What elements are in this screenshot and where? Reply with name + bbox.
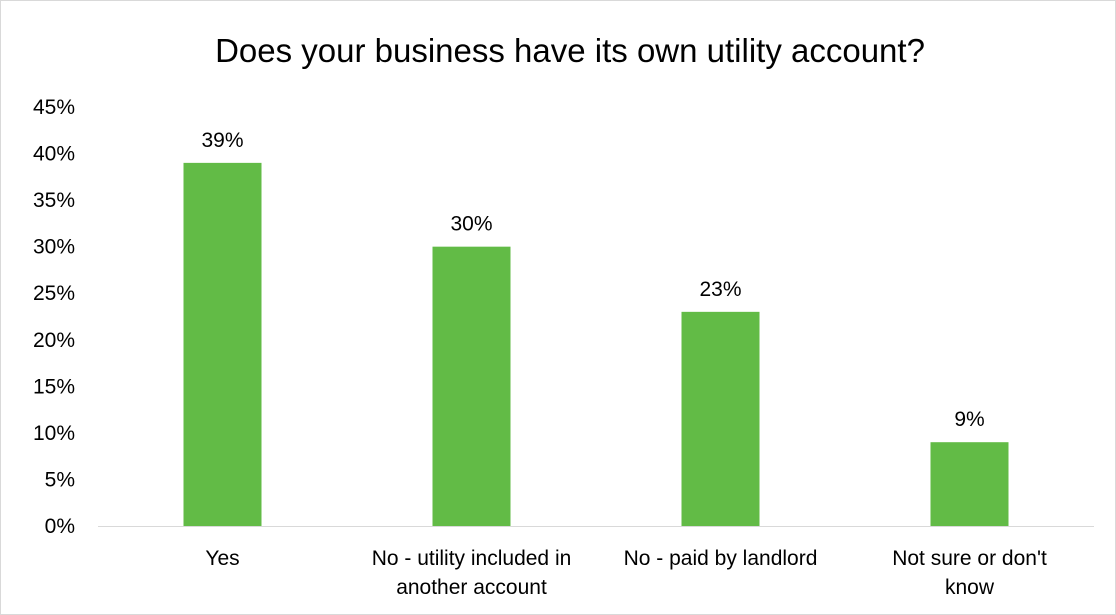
x-tick-label: No - paid by landlord [624, 547, 818, 570]
bar [681, 311, 760, 526]
y-tick-label: 15% [33, 375, 75, 398]
y-tick-label: 30% [33, 236, 75, 259]
x-tick-label: No - utility included in another account [372, 547, 572, 599]
bar [432, 246, 511, 526]
x-tick-label: Not sure or don't know [892, 547, 1047, 599]
y-axis: 0% 5% 10% 15% 20% 25% 30% 35% 40% 45% [33, 96, 75, 538]
data-label: 23% [699, 278, 741, 301]
data-label: 30% [450, 213, 492, 236]
bar [930, 442, 1009, 526]
y-tick-label: 25% [33, 282, 75, 305]
chart-title: Does your business have its own utility … [215, 32, 925, 69]
data-label: 9% [954, 408, 984, 431]
data-label: 39% [201, 129, 243, 152]
x-tick-label: Yes [205, 547, 239, 570]
bar [183, 162, 262, 526]
y-tick-label: 10% [33, 422, 75, 445]
y-tick-label: 20% [33, 329, 75, 352]
y-tick-label: 35% [33, 189, 75, 212]
bars [183, 162, 1009, 526]
y-tick-label: 5% [45, 468, 75, 491]
y-tick-label: 40% [33, 143, 75, 166]
category-labels: Yes No - utility included in another accou… [205, 547, 1047, 599]
y-tick-label: 0% [45, 515, 75, 538]
y-tick-label: 45% [33, 96, 75, 119]
data-labels: 39% 30% 23% 9% [201, 129, 984, 431]
